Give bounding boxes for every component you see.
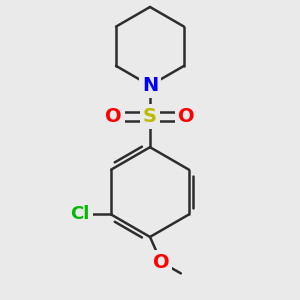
Text: O: O	[178, 107, 195, 126]
Text: O: O	[153, 253, 169, 272]
Text: S: S	[143, 107, 157, 126]
Text: Cl: Cl	[70, 206, 90, 224]
Text: N: N	[142, 76, 158, 95]
Text: O: O	[105, 107, 122, 126]
